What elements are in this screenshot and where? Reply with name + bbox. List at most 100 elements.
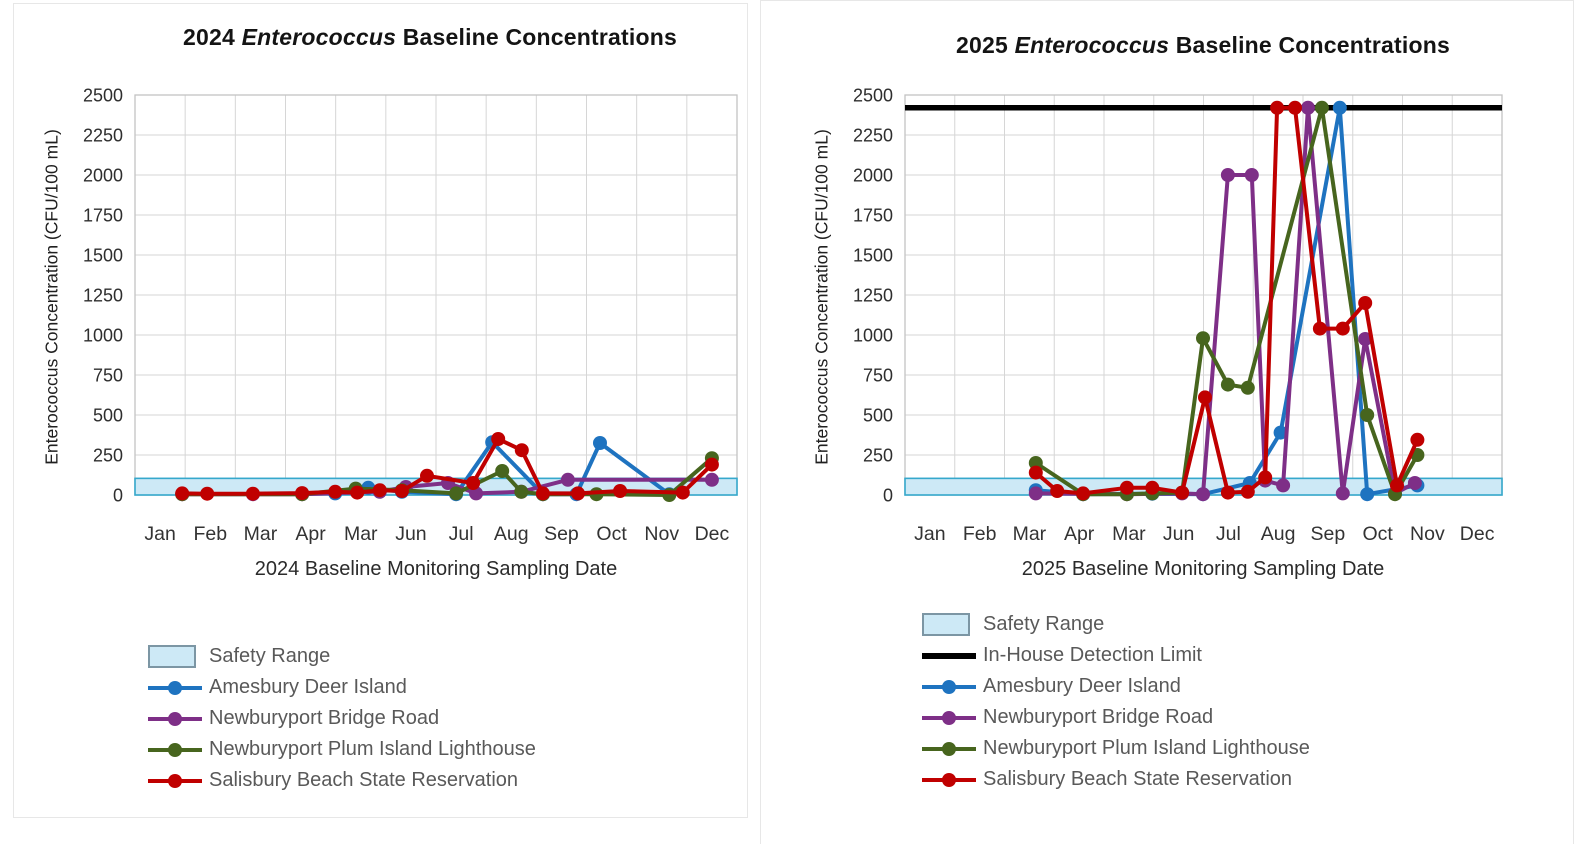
data-point[interactable]	[1301, 100, 1315, 115]
data-point[interactable]	[560, 472, 575, 487]
y-tick-label: 2500	[853, 86, 893, 106]
data-point[interactable]	[1119, 480, 1134, 495]
legend-item-in-house-detection-limit[interactable]: In-House Detection Limit	[922, 640, 1310, 671]
series-line-swatch-icon	[148, 773, 206, 788]
y-tick-label: 0	[883, 486, 893, 506]
data-point[interactable]	[1314, 100, 1329, 115]
data-point[interactable]	[350, 485, 365, 500]
y-tick-label: 0	[113, 486, 123, 506]
series-line[interactable]	[1033, 105, 1420, 497]
data-point[interactable]	[1240, 380, 1255, 395]
data-point[interactable]	[1407, 476, 1422, 490]
data-point[interactable]	[593, 436, 607, 450]
x-tick-labels: Jan Feb Mar Apr Mar Jun Jul Aug Sep Oct Nov Dec	[914, 523, 1495, 545]
line-swatch	[148, 773, 202, 788]
chart-title-2024: 2024 Enterococcus Baseline Concentration…	[183, 24, 677, 51]
data-point[interactable]	[1198, 390, 1212, 405]
data-point[interactable]	[200, 486, 215, 501]
series-line-swatch-icon	[922, 679, 980, 694]
legend-item-amesbury-deer-island[interactable]: Amesbury Deer Island	[922, 671, 1310, 702]
data-point[interactable]	[1312, 321, 1327, 336]
data-point[interactable]	[675, 485, 690, 500]
data-point[interactable]	[1358, 296, 1373, 310]
data-point[interactable]	[1145, 480, 1160, 495]
series-line[interactable]	[1033, 105, 1417, 497]
data-point[interactable]	[1028, 465, 1043, 480]
data-point[interactable]	[704, 472, 719, 487]
legend-item-safety-range[interactable]: Safety Range	[922, 609, 1310, 640]
data-point[interactable]	[1240, 484, 1255, 499]
x-axis-title-2024: 2024 Baseline Monitoring Sampling Date	[254, 558, 618, 580]
data-point[interactable]	[1410, 432, 1425, 447]
data-point[interactable]	[1288, 100, 1302, 115]
data-point[interactable]	[1244, 168, 1259, 182]
data-point[interactable]	[1258, 470, 1273, 485]
data-point[interactable]	[491, 432, 506, 446]
data-point[interactable]	[394, 484, 409, 498]
x-tick-label: Mar	[1112, 523, 1146, 545]
legend-label: Safety Range	[983, 613, 1105, 635]
data-point[interactable]	[514, 443, 529, 458]
band-swatch	[922, 613, 970, 636]
data-point[interactable]	[1076, 486, 1091, 501]
data-point[interactable]	[495, 464, 510, 478]
data-point[interactable]	[1196, 487, 1210, 502]
data-point[interactable]	[449, 486, 464, 501]
data-point[interactable]	[1335, 321, 1350, 336]
data-point[interactable]	[1360, 408, 1375, 422]
legend-item-newburyport-bridge-road[interactable]: Newburyport Bridge Road	[148, 703, 536, 734]
legend-label: Amesbury Deer Island	[209, 676, 407, 698]
legend-item-newburyport-plum-island-lighthouse[interactable]: Newburyport Plum Island Lighthouse	[148, 734, 536, 765]
marker-dot-icon	[942, 741, 956, 756]
limit-line-swatch-icon	[922, 652, 980, 659]
legend-item-salisbury-beach-state-reservation[interactable]: Salisbury Beach State Reservation	[148, 765, 536, 796]
line-swatch	[922, 741, 976, 756]
plot-area-2025	[904, 94, 1503, 502]
data-point[interactable]	[295, 486, 310, 501]
series-salisbury-beach-state-reservation[interactable]	[1028, 100, 1425, 501]
data-point[interactable]	[1220, 485, 1235, 500]
legend-item-newburyport-plum-island-lighthouse[interactable]: Newburyport Plum Island Lighthouse	[922, 733, 1310, 764]
data-point[interactable]	[535, 486, 550, 501]
data-point[interactable]	[466, 476, 481, 490]
legend-item-newburyport-bridge-road[interactable]: Newburyport Bridge Road	[922, 702, 1310, 733]
data-point[interactable]	[1358, 332, 1373, 346]
data-point[interactable]	[1273, 425, 1288, 440]
legend-item-salisbury-beach-state-reservation[interactable]: Salisbury Beach State Reservation	[922, 764, 1310, 795]
data-point[interactable]	[1050, 484, 1065, 498]
data-point[interactable]	[704, 457, 719, 472]
series-line-swatch-icon	[922, 772, 980, 787]
data-point[interactable]	[1335, 486, 1350, 501]
data-point[interactable]	[245, 486, 260, 501]
legend-item-amesbury-deer-island[interactable]: Amesbury Deer Island	[148, 672, 536, 703]
data-point[interactable]	[328, 484, 343, 499]
data-point[interactable]	[571, 486, 585, 501]
chart-card-2025[interactable]	[760, 0, 1574, 844]
y-tick-label: 1000	[83, 326, 123, 346]
x-tick-label: Jul	[1216, 523, 1241, 545]
data-point[interactable]	[662, 488, 677, 502]
data-point[interactable]	[1360, 487, 1375, 502]
data-point[interactable]	[613, 484, 628, 498]
data-point[interactable]	[1028, 486, 1043, 501]
data-point[interactable]	[1332, 100, 1347, 115]
data-point[interactable]	[1220, 168, 1235, 182]
data-point[interactable]	[420, 468, 434, 483]
data-point[interactable]	[1028, 456, 1043, 470]
data-point[interactable]	[1270, 100, 1285, 115]
data-point[interactable]	[372, 483, 387, 498]
x-tick-label: Sep	[544, 523, 579, 545]
y-tick-label: 1250	[853, 286, 893, 306]
data-point[interactable]	[1175, 485, 1190, 500]
data-point[interactable]	[1390, 478, 1404, 493]
line-swatch	[148, 680, 202, 695]
data-point[interactable]	[514, 484, 529, 499]
title-prefix: 2024	[183, 24, 242, 50]
legend-item-safety-range[interactable]: Safety Range	[148, 641, 536, 672]
data-point[interactable]	[175, 486, 190, 501]
y-tick-label: 250	[863, 446, 893, 466]
data-point[interactable]	[1220, 377, 1235, 392]
data-point[interactable]	[1196, 331, 1210, 346]
data-point[interactable]	[1276, 478, 1291, 493]
series-salisbury-beach-state-reservation[interactable]	[175, 432, 719, 501]
